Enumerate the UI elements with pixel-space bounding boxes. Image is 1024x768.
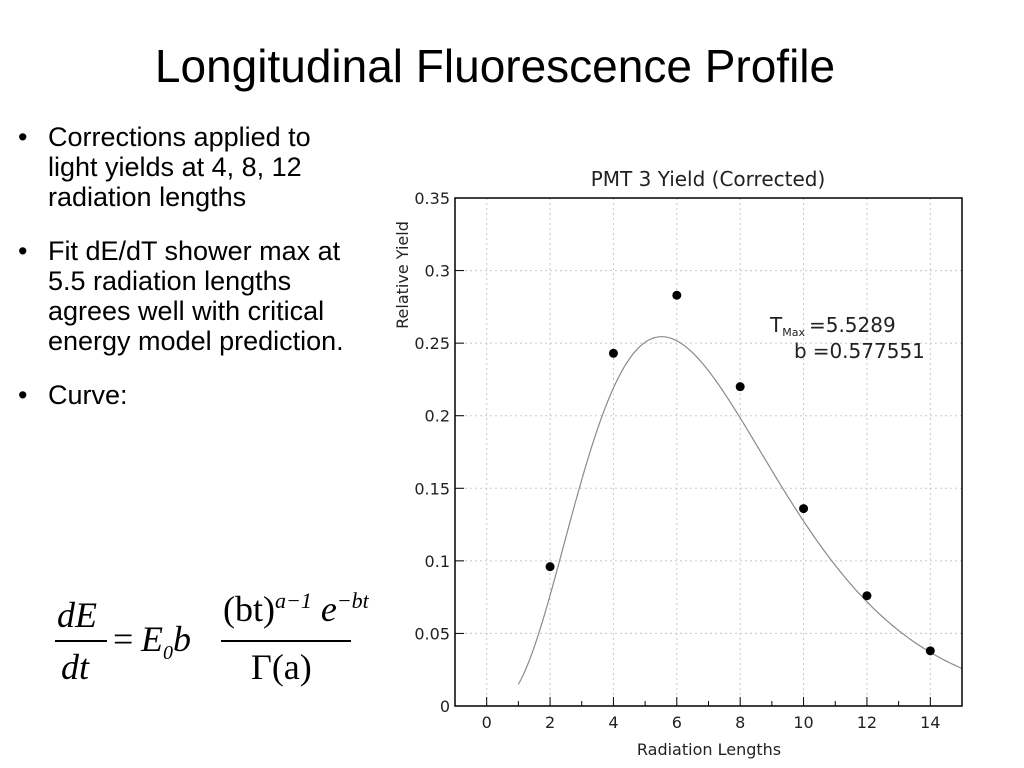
formula-lhs-numerator: dE: [57, 595, 97, 635]
y-tick-label: 0.3: [425, 262, 450, 281]
data-point: [672, 290, 682, 300]
fit-parameters: TMax =5.5289 b =0.577551: [769, 313, 925, 363]
data-point: [925, 646, 935, 656]
chart-title: PMT 3 Yield (Corrected): [591, 167, 826, 191]
formula-bt: (bt): [223, 589, 275, 629]
x-tick-label: 4: [608, 713, 618, 732]
formula-rhs-numerator: (bt)a−1 e−bt: [223, 588, 369, 630]
x-tick-label: 12: [857, 713, 877, 732]
x-tick-label: 10: [793, 713, 813, 732]
formula-lhs-bar: [55, 640, 107, 642]
slide-title: Longitudinal Fluorescence Profile: [154, 40, 836, 92]
formula-exp-bt: −bt: [336, 588, 369, 613]
y-tick-label: 0.15: [414, 479, 450, 498]
data-point: [608, 348, 618, 358]
y-tick-label: 0.1: [425, 552, 450, 571]
y-tick-label: 0.35: [414, 189, 450, 208]
b-value: =0.577551: [813, 339, 925, 363]
data-point: [735, 382, 745, 392]
y-tick-label: 0.2: [425, 407, 450, 426]
y-axis-label: Relative Yield: [393, 221, 412, 329]
bullet-dot: •: [18, 236, 28, 266]
y-tick-label: 0.05: [414, 624, 450, 643]
data-points: [545, 290, 935, 656]
pmt-yield-chart: PMT 3 Yield (Corrected) Relative Yield R…: [385, 150, 985, 765]
bullet-dot: •: [18, 122, 28, 152]
data-point: [862, 591, 872, 601]
bullet-item: • Corrections applied to light yields at…: [18, 122, 348, 212]
x-tick-label: 6: [672, 713, 682, 732]
x-tick-label: 8: [735, 713, 745, 732]
tmax-symbol: T: [769, 313, 783, 337]
bullet-text: Curve:: [48, 380, 128, 410]
formula-coefficient: E0b: [141, 618, 191, 665]
grid-lines: [455, 197, 962, 707]
bullet-text: Corrections applied to light yields at 4…: [48, 122, 311, 212]
bullet-dot: •: [18, 380, 28, 410]
x-tick-label: 0: [482, 713, 492, 732]
formula-equals: =: [113, 619, 134, 659]
formula-exp-a: a−1: [274, 588, 312, 613]
bullet-list: • Corrections applied to light yields at…: [18, 122, 348, 434]
tmax-value: =5.5289: [809, 313, 896, 337]
data-point: [545, 562, 555, 572]
tick-labels: 0 2 4 6 8 10 12 14 0 0.05 0.1 0.15 0.2 0.25 0.3 0.35: [414, 189, 963, 732]
bullet-text: Fit dE/dT shower max at 5.5 radiation le…: [48, 236, 344, 356]
bullet-item: • Fit dE/dT shower max at 5.5 radiation …: [18, 236, 348, 356]
tmax-label: TMax =5.5289: [769, 313, 896, 339]
formula-coef-e: E: [141, 619, 163, 659]
fit-curve: [517, 336, 963, 685]
formula-e: e: [320, 589, 337, 629]
y-tick-label: 0.25: [414, 334, 450, 353]
formula-rhs-bar: [221, 640, 351, 642]
b-label: b =0.577551: [794, 339, 925, 363]
formula-rhs-denominator: Γ(a): [251, 647, 312, 687]
formula-lhs-denominator: dt: [61, 647, 90, 687]
tmax-subscript: Max: [782, 326, 805, 339]
b-symbol: b: [794, 339, 807, 363]
x-axis-label: Radiation Lengths: [637, 740, 781, 759]
bullet-item: • Curve:: [18, 380, 348, 410]
gamma-formula: dE dt = E0b (bt)a−1 e−bt Γ(a): [55, 582, 369, 692]
x-tick-label: 14: [920, 713, 940, 732]
formula-coef-sub: 0: [163, 642, 173, 665]
plot-frame: [454, 197, 963, 707]
formula-coef-b: b: [173, 619, 191, 659]
chart-canvas: PMT 3 Yield (Corrected) Relative Yield R…: [393, 167, 963, 759]
x-tick-label: 2: [545, 713, 555, 732]
data-point: [799, 504, 809, 514]
y-tick-label: 0: [440, 697, 450, 716]
